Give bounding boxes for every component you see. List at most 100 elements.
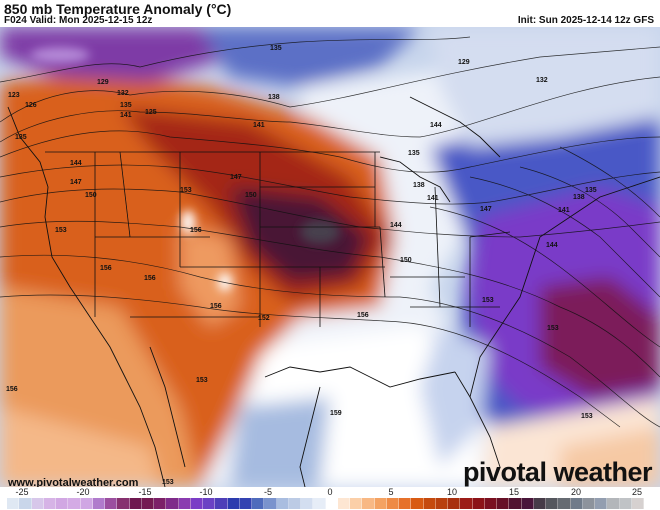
contour-label: 156 — [6, 386, 18, 393]
colorbar-cell — [227, 498, 240, 509]
height-contours — [0, 36, 660, 428]
colorbar-cell — [558, 498, 571, 509]
colorbar-cell — [56, 498, 69, 509]
contour-label: 156 — [144, 275, 156, 282]
contour-label: 150 — [400, 257, 412, 264]
contour-label: 156 — [100, 265, 112, 272]
coastlines — [7, 96, 660, 487]
colorbar-cell — [619, 498, 632, 509]
colorbar-cell — [215, 498, 228, 509]
contour-label: 150 — [85, 192, 97, 199]
anomaly-field: 1291321351411231261251351441471501531531… — [0, 27, 660, 487]
watermark: www.pivotalweather.com — [8, 477, 139, 487]
contour-label: 147 — [480, 206, 492, 213]
colorbar-cell — [607, 498, 620, 509]
colorbar-cell — [313, 498, 326, 509]
contour-label: 135 — [585, 187, 597, 194]
colorbar-tick: -20 — [76, 487, 90, 497]
contour-label: 129 — [458, 59, 470, 66]
colorbar-cell — [337, 498, 350, 509]
contour-label: 153 — [482, 297, 494, 304]
colorbar-cell — [105, 498, 118, 509]
colorbar-cell — [582, 498, 595, 509]
colorbar-cell — [19, 498, 32, 509]
colorbar-cell — [484, 498, 497, 509]
colorbar-cell — [43, 498, 56, 509]
contour-label: 153 — [162, 479, 174, 486]
colorbar-cell — [178, 498, 191, 509]
contour-label: 141 — [120, 112, 132, 119]
init-time: Init: Sun 2025-12-14 12z GFS — [517, 15, 654, 26]
contour-label: 129 — [97, 79, 109, 86]
contour-label: 141 — [253, 122, 265, 129]
colorbar-cell — [435, 498, 448, 509]
contour-labels: 1291321351411231261251351441471501531531… — [6, 45, 597, 486]
contour-label: 156 — [357, 312, 369, 319]
colorbar-cell — [374, 498, 387, 509]
contour-label: 141 — [427, 195, 439, 202]
colorbar-tick: -10 — [199, 487, 213, 497]
contour-label: 147 — [70, 179, 82, 186]
contour-label: 138 — [413, 182, 425, 189]
contour-label: 135 — [270, 45, 282, 52]
colorbar-cell — [472, 498, 485, 509]
colorbar-tick: -25 — [15, 487, 29, 497]
colorbar-cell — [276, 498, 289, 509]
colorbar-cell — [154, 498, 167, 509]
colorbar-cell — [631, 498, 644, 509]
colorbar-tick: 5 — [388, 487, 394, 497]
colorbar-cell — [325, 498, 338, 509]
colorbar-cell — [362, 498, 375, 509]
contour-label: 156 — [190, 227, 202, 234]
colorbar-cell — [423, 498, 436, 509]
colorbar-cell — [264, 498, 277, 509]
colorbar-cell — [166, 498, 179, 509]
contour-label: 141 — [558, 207, 570, 214]
contour-label: 144 — [70, 160, 82, 167]
contour-label: 123 — [8, 92, 20, 99]
colorbar-scale — [7, 498, 644, 509]
colorbar: -25 -20 -15 -10 -5 0 5 10 15 20 25 — [0, 487, 660, 510]
colorbar-cell — [252, 498, 265, 509]
contour-label: 132 — [117, 90, 129, 97]
contour-label: 156 — [210, 303, 222, 310]
colorbar-tick: 20 — [570, 487, 582, 497]
colorbar-cell — [448, 498, 461, 509]
contour-label: 144 — [546, 242, 558, 249]
contour-label: 144 — [390, 222, 402, 229]
contour-label: 153 — [55, 227, 67, 234]
contour-label: 159 — [330, 410, 342, 417]
colorbar-tick: 10 — [446, 487, 458, 497]
map-panel[interactable]: 129 132 135 141 123 126 125 135 144 147 150 153 153 1… — [0, 27, 660, 487]
colorbar-tick: 0 — [327, 487, 333, 497]
contour-label: 132 — [536, 77, 548, 84]
colorbar-cell — [68, 498, 81, 509]
colorbar-cell — [288, 498, 301, 509]
colorbar-cell — [460, 498, 473, 509]
colorbar-ticks: -25 -20 -15 -10 -5 0 5 10 15 20 25 — [0, 487, 660, 498]
contour-label: 153 — [180, 187, 192, 194]
contour-label: 135 — [408, 150, 420, 157]
colorbar-cell — [80, 498, 93, 509]
colorbar-cell — [533, 498, 546, 509]
colorbar-cell — [386, 498, 399, 509]
contour-label: 144 — [430, 122, 442, 129]
colorbar-cell — [521, 498, 534, 509]
pivotal-weather-logo: pivotal weather — [462, 457, 653, 487]
colorbar-cell — [570, 498, 583, 509]
contour-label: 126 — [25, 102, 37, 109]
colorbar-cell — [92, 498, 105, 509]
valid-time: F024 Valid: Mon 2025-12-15 12z — [4, 15, 153, 26]
colorbar-tick: -5 — [263, 487, 273, 497]
header: 850 mb Temperature Anomaly (°C) F024 Val… — [0, 0, 660, 27]
colorbar-cell — [31, 498, 44, 509]
contour-label: 135 — [15, 134, 27, 141]
colorbar-cell — [301, 498, 314, 509]
colorbar-cell — [203, 498, 216, 509]
contour-label: 135 — [120, 102, 132, 109]
contour-label: 153 — [581, 413, 593, 420]
colorbar-cell — [117, 498, 130, 509]
colorbar-cell — [509, 498, 522, 509]
contour-label: 152 — [258, 315, 270, 322]
colorbar-cell — [129, 498, 142, 509]
